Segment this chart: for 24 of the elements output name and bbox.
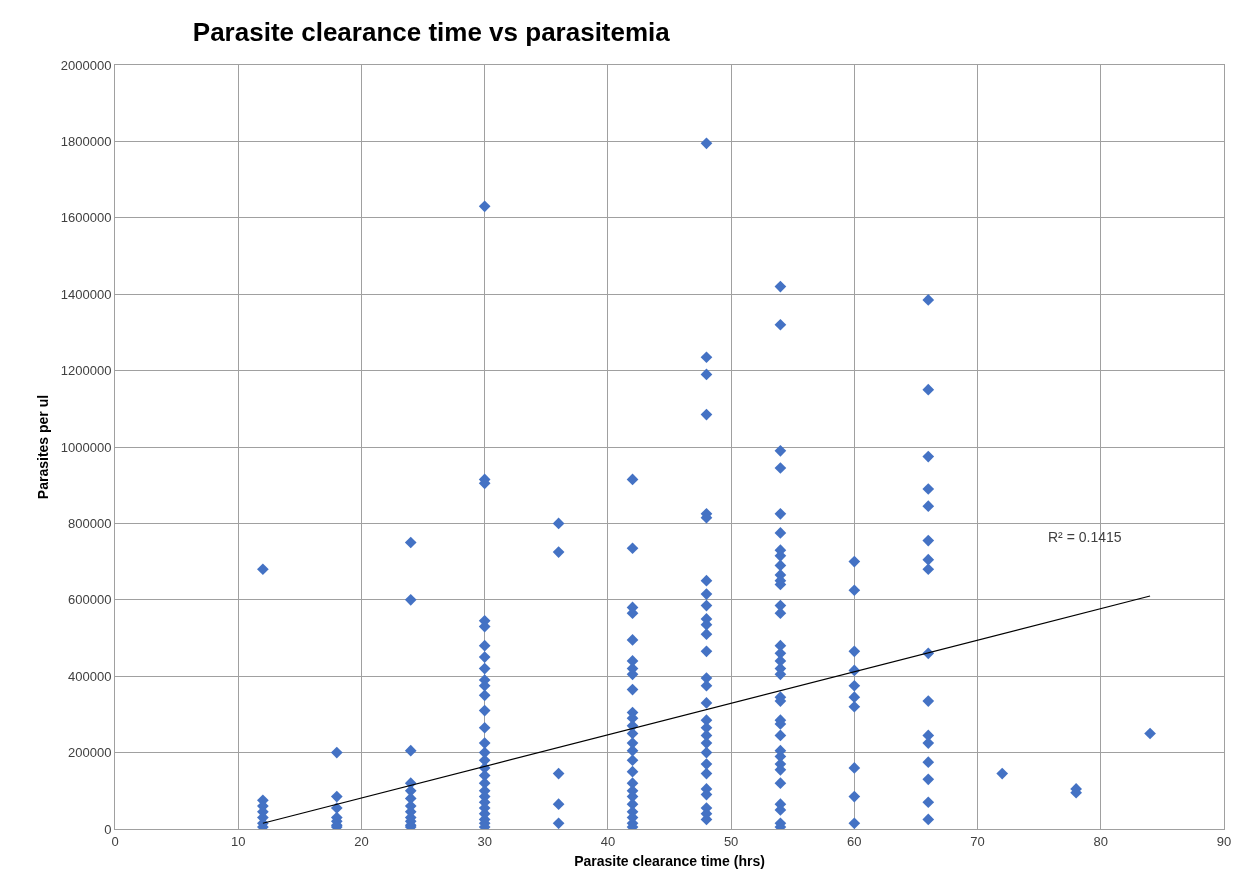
y-tick-label: 200000 <box>68 745 112 761</box>
x-tick-label: 30 <box>477 833 492 849</box>
y-tick-label: 800000 <box>68 515 112 531</box>
y-tick-label: 1000000 <box>60 439 112 455</box>
x-tick-label: 50 <box>723 833 739 849</box>
x-tick-label: 80 <box>1093 833 1109 849</box>
y-axis-title: Parasites per ul <box>35 394 52 500</box>
x-tick-label: 20 <box>354 833 369 849</box>
y-tick-label: 1600000 <box>60 210 112 226</box>
y-tick-label: 1400000 <box>60 286 112 302</box>
x-tick-label: 60 <box>847 833 862 849</box>
x-tick-label: 10 <box>230 833 246 849</box>
y-tick-label: 400000 <box>68 668 112 684</box>
y-tick-label: 1800000 <box>60 133 112 149</box>
y-tick-label: 1200000 <box>60 363 112 379</box>
y-tick-label: 600000 <box>68 592 112 608</box>
x-axis-title: Parasite clearance time (hrs) <box>574 852 765 869</box>
annotation: R² = 0.1415 <box>1048 529 1122 545</box>
chart-title: Parasite clearance time vs parasitemia <box>192 16 671 47</box>
y-tick-label: 2000000 <box>60 57 112 73</box>
y-tick-label: 0 <box>104 821 112 837</box>
x-tick-label: 40 <box>600 833 616 849</box>
x-tick-label: 70 <box>970 833 985 849</box>
x-tick-label: 90 <box>1216 833 1232 849</box>
